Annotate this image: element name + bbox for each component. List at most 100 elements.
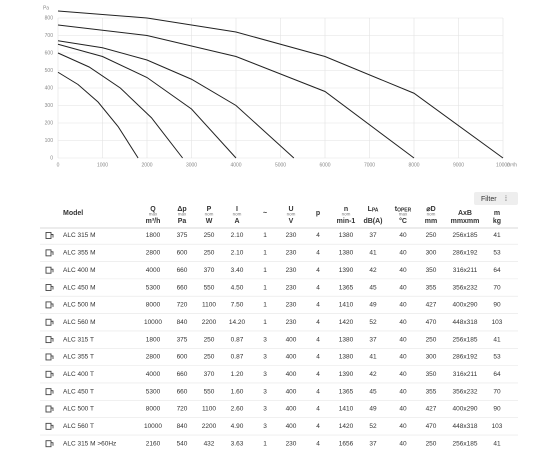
table-cell: 256x185 (453, 232, 478, 239)
table-cell: 1 (263, 267, 267, 274)
y-tick-label: 800 (45, 15, 54, 21)
table-cell: 1.60 (231, 388, 244, 395)
table-cell: 286x192 (453, 354, 478, 361)
header-main: I (236, 206, 238, 213)
table-cell: 1365 (339, 284, 354, 291)
table-cell: 4000 (146, 371, 161, 378)
row-icon (45, 440, 52, 448)
table-cell: 350 (426, 371, 437, 378)
table-cell: ALC 315 M (63, 232, 96, 239)
table-cell: 4 (316, 250, 320, 257)
table-cell: 2.10 (231, 250, 244, 257)
header-main: ~ (263, 210, 267, 217)
table-cell: 356x232 (453, 388, 478, 395)
table-cell: ALC 450 M (63, 284, 96, 291)
y-tick-label: 300 (45, 103, 54, 109)
y-tick-label: 600 (45, 50, 54, 56)
curve (57, 43, 237, 159)
table-cell: 4 (316, 267, 320, 274)
table-cell: 300 (426, 354, 437, 361)
table-cell: 40 (399, 440, 407, 447)
x-tick-label: 8000 (408, 162, 419, 168)
table-cell: 1100 (202, 406, 216, 413)
table-cell: 370 (204, 267, 215, 274)
y-tick-label: 500 (45, 68, 54, 74)
header-cell: mkg (493, 210, 501, 225)
header-note: nom (287, 212, 296, 217)
table-cell: 3 (263, 354, 267, 361)
header-sub: PA (372, 208, 379, 214)
table-cell: 230 (286, 232, 297, 239)
table-cell: 41 (493, 336, 501, 343)
table-cell: 1390 (339, 371, 354, 378)
header-label: Model (63, 210, 83, 217)
x-tick-label: 2000 (141, 162, 152, 168)
y-tick-label: 200 (45, 120, 54, 126)
table-cell: 840 (177, 423, 188, 430)
row-icon (51, 338, 54, 342)
table-cell: ALC 560 T (63, 423, 94, 430)
curve (57, 52, 183, 159)
table-cell: 355 (426, 284, 437, 291)
x-tick-label: 9000 (453, 162, 464, 168)
table-cell: 4000 (146, 267, 161, 274)
table-cell: 400 (286, 406, 297, 413)
table-cell: 550 (204, 388, 215, 395)
filter-icon[interactable]: ⁞ (505, 196, 507, 203)
row-icon (45, 405, 52, 413)
row-icon (45, 284, 52, 291)
table-cell: 52 (369, 423, 377, 430)
table-cell: 230 (286, 284, 297, 291)
filter-label[interactable]: Filter (481, 196, 497, 203)
table-cell: 4.90 (231, 423, 244, 430)
header-label: Q (150, 206, 156, 213)
filter-button[interactable] (474, 192, 518, 205)
table-cell: 40 (399, 336, 407, 343)
table-cell: 10000 (144, 423, 162, 430)
table-cell: 4 (316, 336, 320, 343)
table-cell: 49 (369, 406, 377, 413)
table-cell: 64 (493, 267, 501, 274)
table-cell: 0.87 (231, 336, 244, 343)
curve (57, 71, 139, 159)
table-cell: 1800 (146, 232, 161, 239)
row-icon (51, 320, 54, 325)
table-cell: 4 (316, 284, 320, 291)
table-cell: 4 (316, 232, 320, 239)
header-label: I (236, 206, 238, 213)
row-icon (51, 268, 54, 273)
header-note: nom (427, 212, 436, 217)
table-cell: 4 (316, 440, 320, 447)
table-cell: 1 (263, 319, 267, 326)
table-cell: 316x211 (453, 371, 478, 378)
table-cell: 90 (493, 302, 501, 309)
table-cell: 1656 (339, 440, 354, 447)
table-cell: 550 (204, 284, 215, 291)
table-cell: 4.50 (231, 284, 244, 291)
table-cell: 4 (316, 388, 320, 395)
table-cell: 40 (399, 250, 407, 257)
table-cell: 40 (399, 388, 407, 395)
header-unit: kg (493, 218, 501, 225)
table-cell: 53 (493, 354, 501, 361)
table-cell: 4 (316, 371, 320, 378)
table-cell: 400 (286, 423, 297, 430)
header-label: tOPER (395, 206, 412, 214)
table-cell: 0.87 (231, 354, 244, 361)
row-icon (51, 251, 54, 255)
y-tick-label: 700 (45, 33, 54, 39)
table-cell: 448x318 (453, 319, 478, 326)
row-icon (51, 303, 54, 307)
table-cell: 70 (493, 388, 501, 395)
header-main: Model (63, 210, 83, 217)
header-label: m (494, 210, 500, 217)
table-cell: 1390 (339, 267, 354, 274)
table-cell: 41 (369, 250, 377, 257)
table-cell: 3.63 (231, 440, 244, 447)
